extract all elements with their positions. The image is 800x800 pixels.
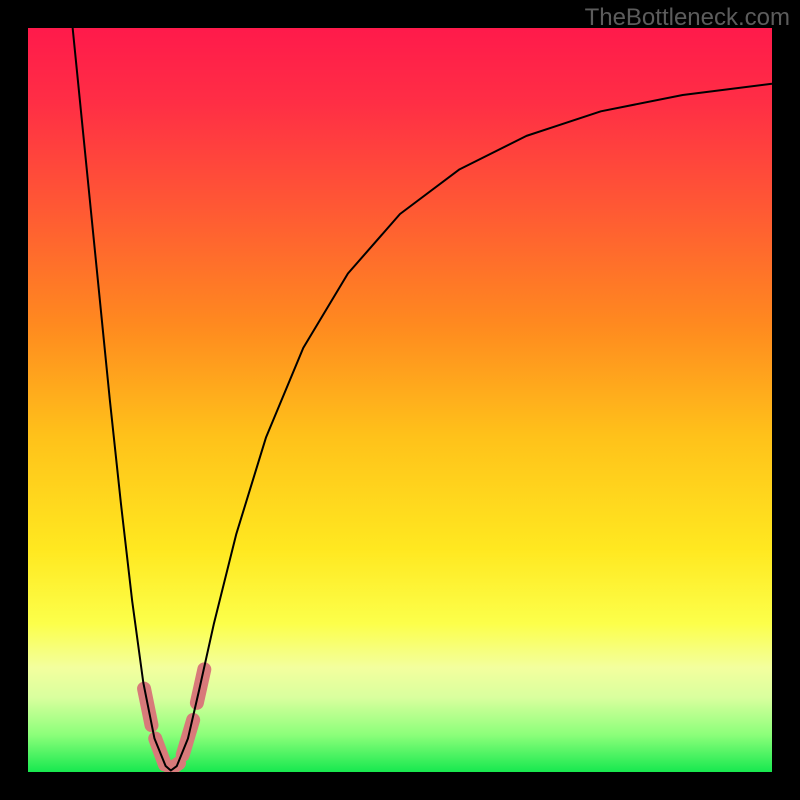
stage: TheBottleneck.com: [0, 0, 800, 800]
plot-area: [28, 28, 772, 772]
watermark-text: TheBottleneck.com: [585, 4, 790, 32]
plot-svg: [28, 28, 772, 772]
